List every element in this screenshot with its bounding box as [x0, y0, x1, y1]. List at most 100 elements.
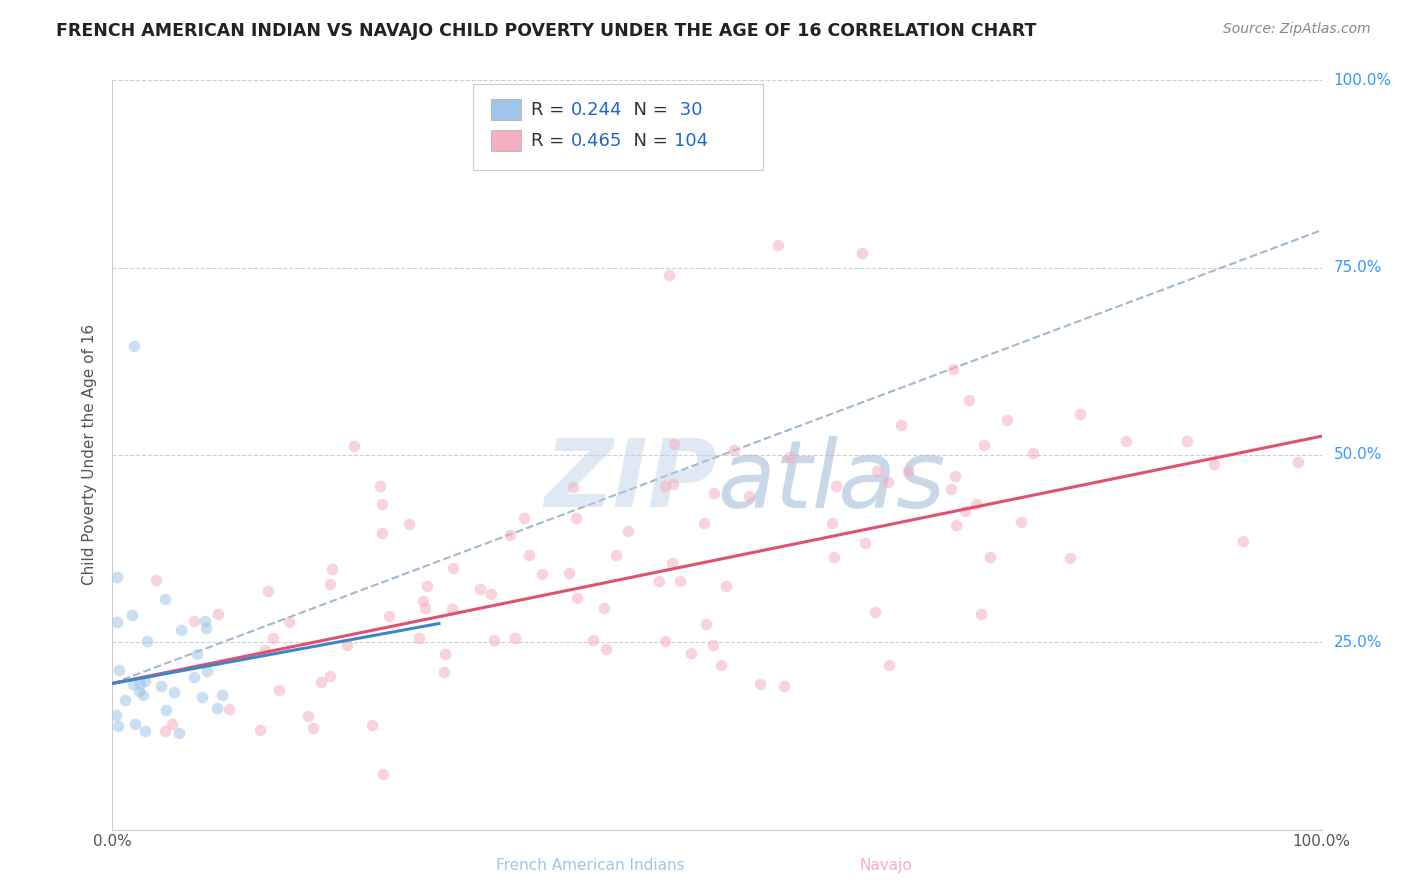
Point — [479, 587, 502, 601]
Point — [853, 536, 876, 550]
Text: R =: R = — [531, 101, 569, 119]
Point — [484, 632, 506, 647]
Point — [433, 665, 456, 679]
Point — [262, 631, 284, 645]
Point — [942, 362, 965, 376]
Point — [593, 601, 616, 615]
Point — [957, 392, 980, 407]
Text: atlas: atlas — [717, 435, 945, 526]
Point — [1175, 434, 1198, 448]
Point — [398, 516, 420, 531]
Point — [695, 617, 717, 632]
Text: 30: 30 — [673, 101, 702, 119]
Point — [336, 638, 359, 652]
Point — [669, 574, 692, 588]
Point — [195, 622, 218, 636]
Point — [582, 633, 605, 648]
Point — [441, 602, 464, 616]
Point — [136, 634, 159, 648]
Point — [654, 479, 676, 493]
Point — [153, 724, 176, 739]
Point — [211, 689, 233, 703]
Point — [132, 689, 155, 703]
Point — [897, 464, 920, 478]
Point — [866, 464, 889, 478]
Point — [321, 561, 343, 575]
Point — [766, 238, 789, 252]
Y-axis label: Child Poverty Under the Age of 16: Child Poverty Under the Age of 16 — [82, 325, 97, 585]
Point — [662, 477, 685, 491]
Text: 25.0%: 25.0% — [1334, 635, 1382, 649]
Point — [970, 607, 993, 621]
Point — [723, 442, 745, 457]
Point — [1115, 434, 1137, 449]
Point — [267, 683, 290, 698]
Point — [772, 679, 794, 693]
Point — [183, 614, 205, 628]
Point — [368, 479, 391, 493]
Text: R =: R = — [531, 132, 569, 150]
Text: 104: 104 — [673, 132, 707, 150]
Point — [648, 574, 671, 588]
Point — [433, 647, 456, 661]
Point — [370, 525, 392, 540]
Point — [249, 723, 271, 738]
Text: 0.465: 0.465 — [571, 132, 621, 150]
Text: 75.0%: 75.0% — [1334, 260, 1382, 275]
Point — [995, 413, 1018, 427]
Point — [257, 584, 280, 599]
Point — [441, 561, 464, 575]
Point — [319, 577, 342, 591]
Point — [145, 573, 167, 587]
Point — [565, 591, 588, 606]
Point — [821, 516, 844, 530]
Point — [851, 245, 873, 260]
Point — [107, 663, 129, 677]
Point — [564, 511, 586, 525]
Text: Source: ZipAtlas.com: Source: ZipAtlas.com — [1223, 22, 1371, 37]
Point — [277, 615, 299, 629]
Point — [183, 670, 205, 684]
Point — [499, 528, 522, 542]
Point — [190, 690, 212, 704]
Point — [945, 517, 967, 532]
Point — [702, 638, 724, 652]
Point — [879, 657, 901, 672]
Point — [408, 631, 430, 645]
Point — [205, 701, 228, 715]
Text: ZIP: ZIP — [544, 435, 717, 527]
Text: FRENCH AMERICAN INDIAN VS NAVAJO CHILD POVERTY UNDER THE AGE OF 16 CORRELATION C: FRENCH AMERICAN INDIAN VS NAVAJO CHILD P… — [56, 22, 1036, 40]
Point — [149, 679, 172, 693]
Point — [710, 658, 733, 673]
Text: N =: N = — [621, 101, 673, 119]
Point — [562, 480, 585, 494]
Point — [411, 594, 433, 608]
Point — [194, 614, 217, 628]
Point — [107, 719, 129, 733]
Point — [122, 676, 145, 690]
Point — [360, 718, 382, 732]
FancyBboxPatch shape — [491, 99, 522, 120]
Point — [703, 486, 725, 500]
Point — [605, 548, 627, 562]
Point — [302, 721, 325, 735]
Point — [877, 475, 900, 490]
Point — [1010, 515, 1032, 529]
Point — [716, 579, 738, 593]
Point — [197, 664, 219, 678]
Point — [595, 642, 617, 657]
Point — [297, 709, 319, 723]
Point — [114, 693, 136, 707]
Point — [738, 489, 761, 503]
Point — [943, 468, 966, 483]
Point — [1069, 407, 1091, 421]
FancyBboxPatch shape — [472, 84, 763, 170]
Point — [105, 708, 128, 723]
Point — [128, 684, 150, 698]
Text: Navajo: Navajo — [859, 858, 912, 872]
Point — [163, 684, 186, 698]
Text: 50.0%: 50.0% — [1334, 448, 1382, 462]
Point — [939, 483, 962, 497]
Point — [343, 439, 366, 453]
Point — [1232, 534, 1254, 549]
